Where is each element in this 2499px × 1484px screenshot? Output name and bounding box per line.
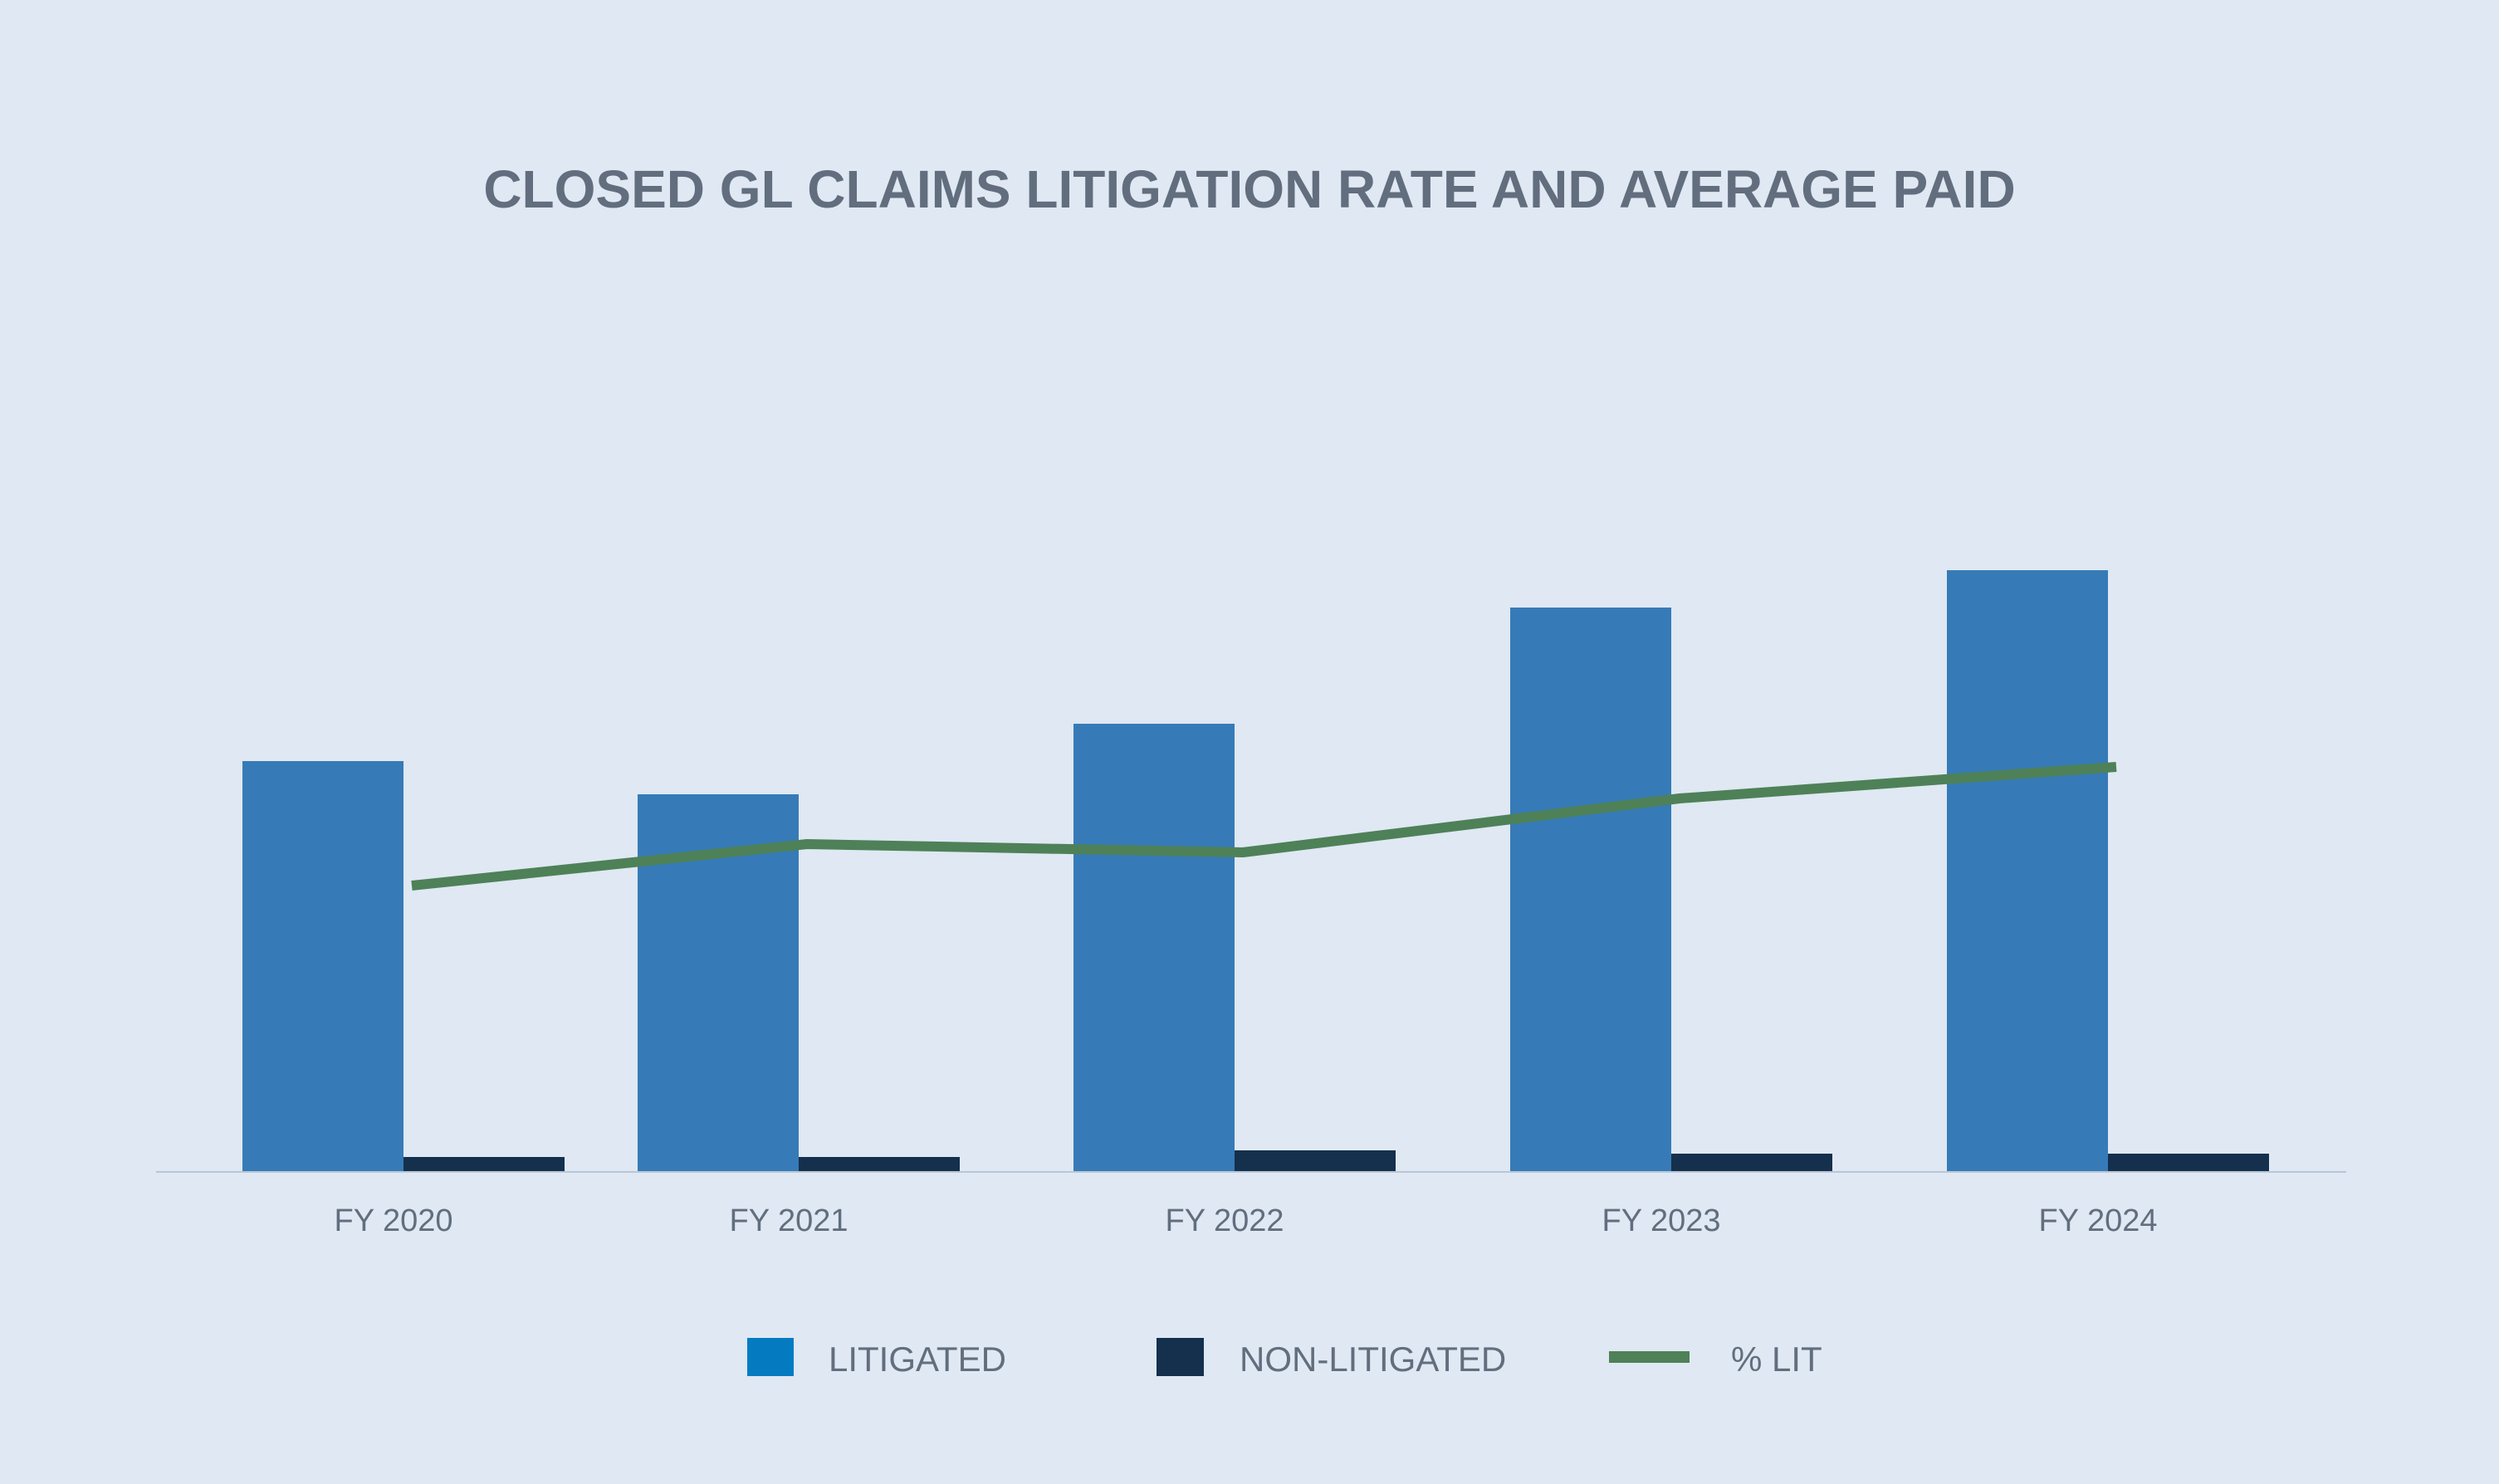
x-tick-label: FY 2020: [335, 1203, 453, 1238]
x-tick-labels: FY 2020 FY 2021 FY 2022 FY 2023 FY 2024: [335, 1203, 2158, 1238]
bar-litigated-fy-2024: [1947, 570, 2108, 1172]
legend-label-non-litigated: NON-LITIGATED: [1240, 1340, 1506, 1379]
bar-non-litigated-fy-2024: [2108, 1154, 2269, 1172]
x-tick-label: FY 2023: [1602, 1203, 1721, 1238]
x-tick-label: FY 2024: [2039, 1203, 2158, 1238]
legend: LITIGATED NON-LITIGATED % LIT: [747, 1338, 1822, 1379]
bar-non-litigated-fy-2022: [1235, 1150, 1396, 1172]
legend-label-pct-lit: % LIT: [1731, 1340, 1822, 1379]
bar-litigated-fy-2023: [1510, 608, 1671, 1172]
bar-group: [242, 570, 2269, 1172]
line-series-pct-lit: [411, 762, 2117, 891]
bar-non-litigated-fy-2023: [1671, 1154, 1832, 1172]
bar-non-litigated-fy-2021: [799, 1157, 960, 1172]
x-tick-label: FY 2022: [1166, 1203, 1284, 1238]
bar-litigated-fy-2022: [1073, 724, 1235, 1172]
bar-litigated-fy-2020: [242, 761, 403, 1172]
legend-swatch-non-litigated: [1157, 1338, 1204, 1376]
x-tick-label: FY 2021: [730, 1203, 848, 1238]
bar-non-litigated-fy-2020: [403, 1157, 565, 1172]
line-series-group: [411, 762, 2117, 891]
chart-title: CLOSED GL CLAIMS LITIGATION RATE AND AVE…: [483, 159, 2015, 219]
legend-swatch-litigated: [747, 1338, 794, 1376]
legend-label-litigated: LITIGATED: [829, 1340, 1006, 1379]
